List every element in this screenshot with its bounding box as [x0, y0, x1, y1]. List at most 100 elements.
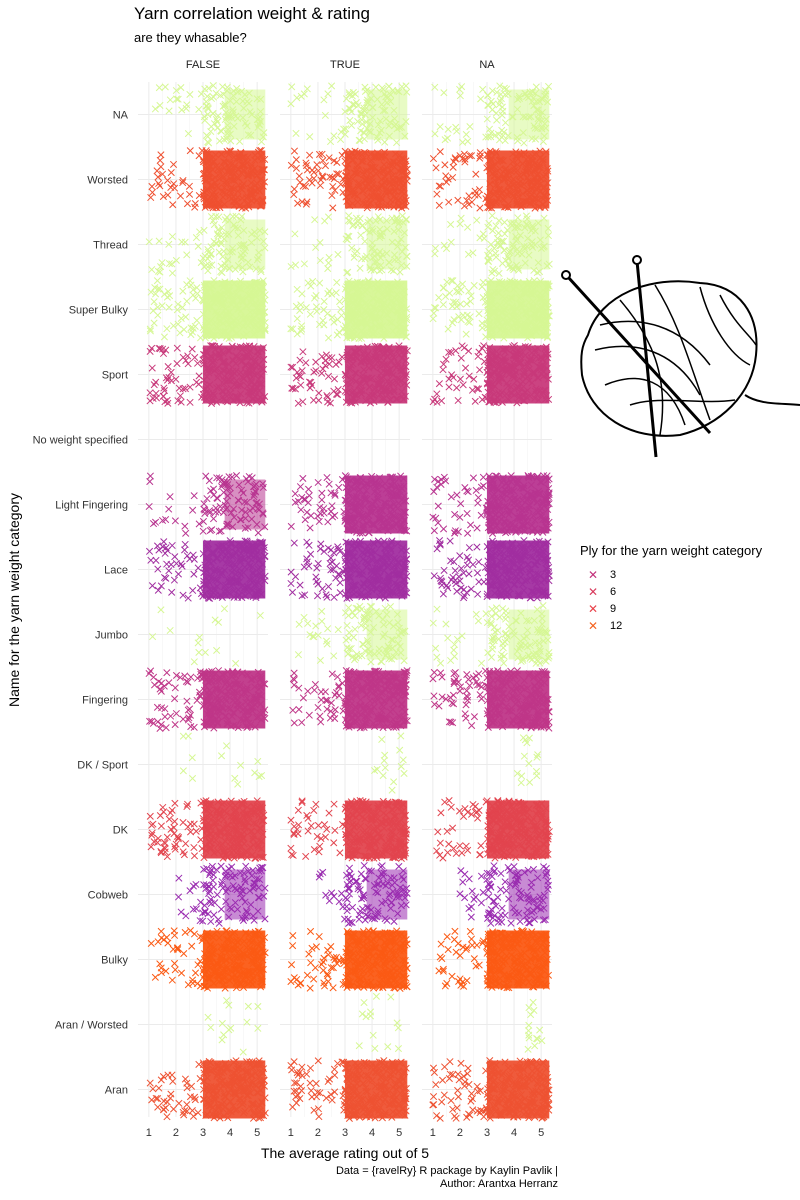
y-tick-label: Super Bulky	[69, 305, 129, 317]
data-point	[462, 330, 470, 338]
data-point	[386, 158, 394, 167]
data-point	[492, 253, 500, 261]
data-point	[219, 187, 227, 195]
data-point	[330, 375, 339, 383]
data-point	[150, 681, 159, 689]
data-point	[213, 162, 221, 170]
data-point	[216, 203, 224, 212]
data-point	[163, 325, 171, 333]
data-point	[482, 133, 490, 141]
data-point	[186, 398, 194, 406]
data-point	[533, 124, 541, 132]
data-point	[475, 310, 483, 318]
data-point	[378, 100, 386, 109]
data-point	[482, 610, 490, 618]
data-point	[487, 129, 495, 137]
data-point	[470, 281, 478, 289]
data-point	[295, 172, 303, 180]
data-point	[441, 161, 449, 169]
data-point	[287, 100, 295, 108]
data-point	[498, 126, 506, 134]
data-point	[471, 191, 479, 199]
data-point	[401, 132, 409, 140]
data-point	[170, 576, 178, 584]
data-point	[250, 187, 259, 195]
data-point	[183, 297, 191, 305]
data-point	[395, 88, 403, 96]
data-point	[199, 190, 207, 199]
data-point	[181, 540, 189, 548]
data-point	[455, 573, 463, 581]
data-point	[148, 266, 156, 274]
series-points	[287, 147, 411, 212]
data-point	[457, 214, 465, 222]
data-point	[444, 584, 452, 592]
data-point	[260, 129, 268, 137]
data-point	[356, 264, 364, 272]
data-point	[345, 105, 353, 113]
data-point	[217, 150, 225, 158]
x-tick-label: 3	[484, 1127, 490, 1139]
data-point	[155, 237, 163, 245]
data-point	[472, 610, 480, 618]
data-point	[256, 176, 264, 184]
data-point	[190, 555, 198, 563]
data-point	[336, 589, 344, 597]
data-point	[335, 328, 343, 336]
data-point	[207, 123, 215, 131]
data-point	[259, 197, 267, 205]
data-point	[474, 191, 482, 199]
data-point	[501, 230, 509, 238]
x-tick-label: 1	[146, 1127, 152, 1139]
data-point	[476, 204, 484, 212]
data-point	[354, 183, 363, 191]
data-point	[433, 653, 441, 661]
data-point	[351, 169, 359, 177]
data-point	[327, 507, 335, 516]
data-point	[379, 166, 387, 174]
data-point	[317, 540, 325, 548]
data-point	[358, 110, 366, 118]
data-point	[542, 115, 550, 123]
data-point	[473, 524, 481, 532]
data-point	[305, 176, 314, 184]
data-point	[321, 111, 329, 119]
data-point	[257, 146, 265, 155]
data-point	[446, 537, 454, 545]
series-points	[287, 472, 411, 537]
data-point	[179, 715, 187, 723]
data-point	[156, 182, 164, 190]
data-point	[210, 491, 218, 499]
data-point	[538, 123, 546, 131]
data-point	[519, 113, 527, 121]
data-point	[171, 517, 179, 525]
data-point	[501, 119, 510, 127]
data-point	[323, 593, 331, 601]
data-point	[146, 397, 154, 405]
data-point	[369, 163, 377, 171]
data-point	[291, 573, 300, 581]
data-point	[360, 106, 368, 115]
data-point	[211, 616, 219, 624]
data-point	[329, 182, 337, 191]
series-points	[149, 605, 264, 667]
data-point	[225, 113, 233, 121]
data-point	[430, 572, 438, 580]
data-point	[207, 181, 215, 189]
data-point	[165, 567, 173, 575]
data-point	[343, 164, 351, 172]
data-point	[342, 125, 350, 133]
data-point	[248, 161, 256, 169]
data-point	[181, 522, 189, 530]
data-point	[400, 198, 408, 206]
data-point	[531, 124, 539, 132]
data-point	[480, 578, 488, 586]
data-point	[189, 506, 197, 514]
data-point	[316, 279, 324, 287]
data-point	[296, 581, 304, 589]
data-point	[374, 203, 382, 211]
data-point	[298, 493, 306, 502]
data-point	[435, 294, 443, 302]
data-point	[475, 348, 483, 356]
data-point	[433, 605, 441, 613]
